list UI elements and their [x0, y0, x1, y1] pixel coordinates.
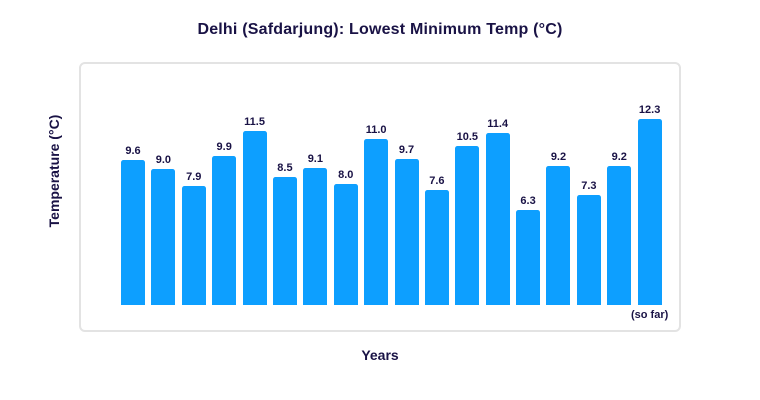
bar: [242, 131, 267, 305]
bar-value-label: 9.7: [398, 144, 415, 156]
bar-value-label: 7.3: [581, 180, 597, 192]
bar-value-label: 11.5: [244, 116, 265, 128]
bar-value-label: 10.5: [456, 131, 478, 143]
bar-column: 7.3: [576, 180, 601, 305]
bar: [485, 133, 510, 305]
bar-column: 11.5: [242, 116, 267, 305]
bar-column: 7.9: [181, 171, 206, 305]
chart-title: Delhi (Safdarjung): Lowest Minimum Temp …: [197, 21, 563, 38]
bar: [607, 166, 632, 305]
bar-column: 9.2: [607, 151, 632, 305]
bar: [333, 184, 358, 305]
bar-value-label: 11.4: [487, 118, 509, 130]
bar-series: 9.6 9.0 7.9 9.9 11.5 8.5 9.1 8.0 11.0 9.7 7.6 10.5 1…: [121, 104, 668, 321]
bar: [394, 159, 419, 305]
bar-column: 12.3 (so far): [631, 104, 668, 321]
bar-value-label: 9.1: [307, 153, 323, 165]
bar: [455, 146, 480, 305]
bar-column: 6.3: [516, 195, 541, 305]
bar-column: 8.0: [333, 169, 358, 305]
bar-column: 9.1: [303, 153, 328, 305]
bar: [364, 139, 389, 305]
bar-column: 9.9: [212, 141, 237, 305]
bar: [303, 168, 328, 305]
bar-value-label: 9.2: [611, 151, 627, 163]
so-far-annotation: (so far): [631, 309, 669, 321]
bar: [272, 177, 297, 305]
bar-column: 9.6: [121, 146, 145, 305]
bar: [546, 166, 571, 305]
bar: [212, 156, 237, 305]
bar-value-label: 6.3: [520, 195, 536, 207]
bar-value-label: 8.5: [277, 162, 293, 174]
bar-value-label: 8.0: [338, 169, 354, 181]
bar: [181, 186, 206, 305]
y-axis-label: Temperature (°C): [46, 114, 62, 228]
bar-column: 11.0: [364, 124, 389, 305]
bar: [121, 160, 145, 305]
bar-value-label: 11.0: [365, 124, 387, 136]
plot-area: 9.6 9.0 7.9 9.9 11.5 8.5 9.1 8.0 11.0 9.7 7.6 10.5 1…: [79, 62, 681, 332]
bar-value-label: 9.2: [550, 151, 567, 163]
bar: [151, 169, 176, 305]
x-axis-label: Years: [361, 347, 399, 363]
bar-value-label: 9.0: [155, 154, 172, 166]
bar: [576, 195, 601, 305]
bar-column: 9.0: [151, 154, 176, 305]
bar-value-label: 12.3: [638, 104, 661, 116]
bar-column: 10.5: [455, 131, 480, 305]
bar: [424, 190, 449, 305]
bar-value-label: 9.6: [125, 145, 141, 157]
bar: [637, 119, 662, 305]
bar-column: 8.5: [272, 162, 297, 305]
bar-column: 7.6: [424, 175, 449, 305]
bar-value-label: 9.9: [216, 141, 232, 153]
bar-column: 9.2: [546, 151, 571, 305]
bar-value-label: 7.6: [429, 175, 445, 187]
bar-column: 9.7: [394, 144, 419, 305]
bar: [516, 210, 541, 305]
bar-value-label: 7.9: [186, 171, 202, 183]
bar-column: 11.4: [485, 118, 510, 305]
